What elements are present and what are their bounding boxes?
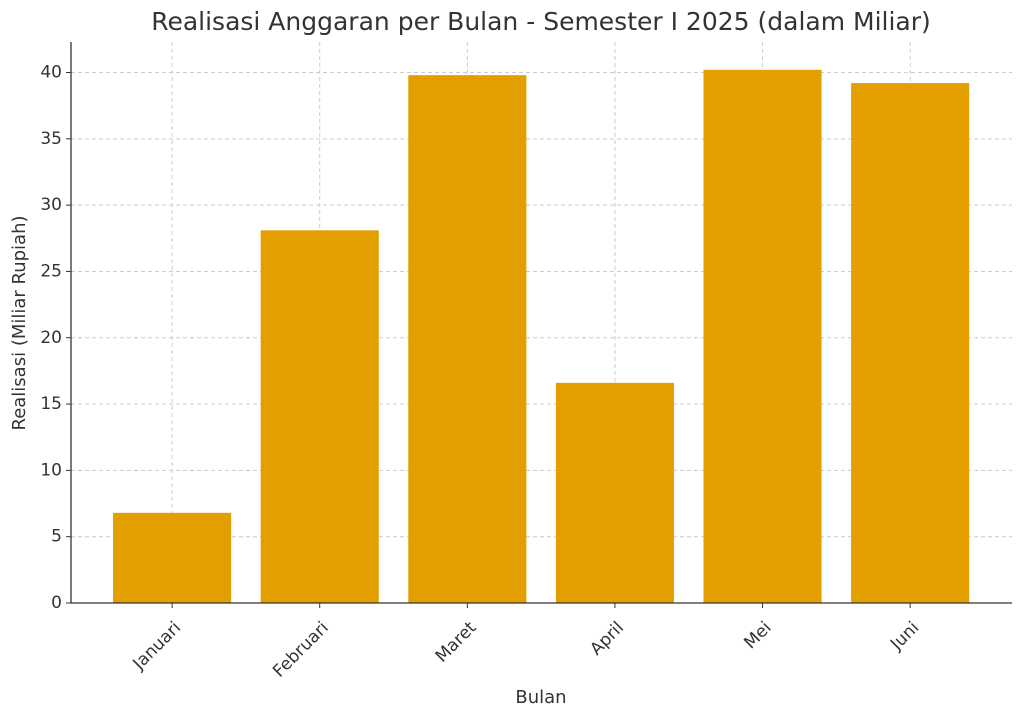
y-tick-label: 15 <box>40 394 62 414</box>
x-tick-label: Februari <box>269 618 333 682</box>
x-tick-label: Mei <box>740 618 775 653</box>
y-tick-label: 10 <box>40 460 62 480</box>
bar <box>113 512 232 603</box>
chart-title: Realisasi Anggaran per Bulan - Semester … <box>151 7 931 36</box>
x-tick-label: Juni <box>886 618 923 655</box>
bar <box>408 75 527 604</box>
x-tick-label: April <box>586 618 628 660</box>
y-tick-label: 25 <box>40 261 62 281</box>
bar <box>260 230 379 604</box>
x-axis-label: Bulan <box>515 687 566 708</box>
x-tick-label: Maret <box>432 618 481 667</box>
y-tick-label: 40 <box>40 63 62 83</box>
x-tick-label: Januari <box>129 618 186 675</box>
y-axis-label: Realisasi (Miliar Rupiah) <box>9 215 30 430</box>
y-tick-label: 20 <box>40 328 62 348</box>
bar <box>555 382 674 603</box>
y-tick-label: 35 <box>40 129 62 149</box>
y-tick-label: 30 <box>40 195 62 215</box>
bar <box>851 83 970 604</box>
y-tick-label: 0 <box>51 593 62 613</box>
y-tick-label: 5 <box>51 527 62 547</box>
bar <box>703 69 822 603</box>
